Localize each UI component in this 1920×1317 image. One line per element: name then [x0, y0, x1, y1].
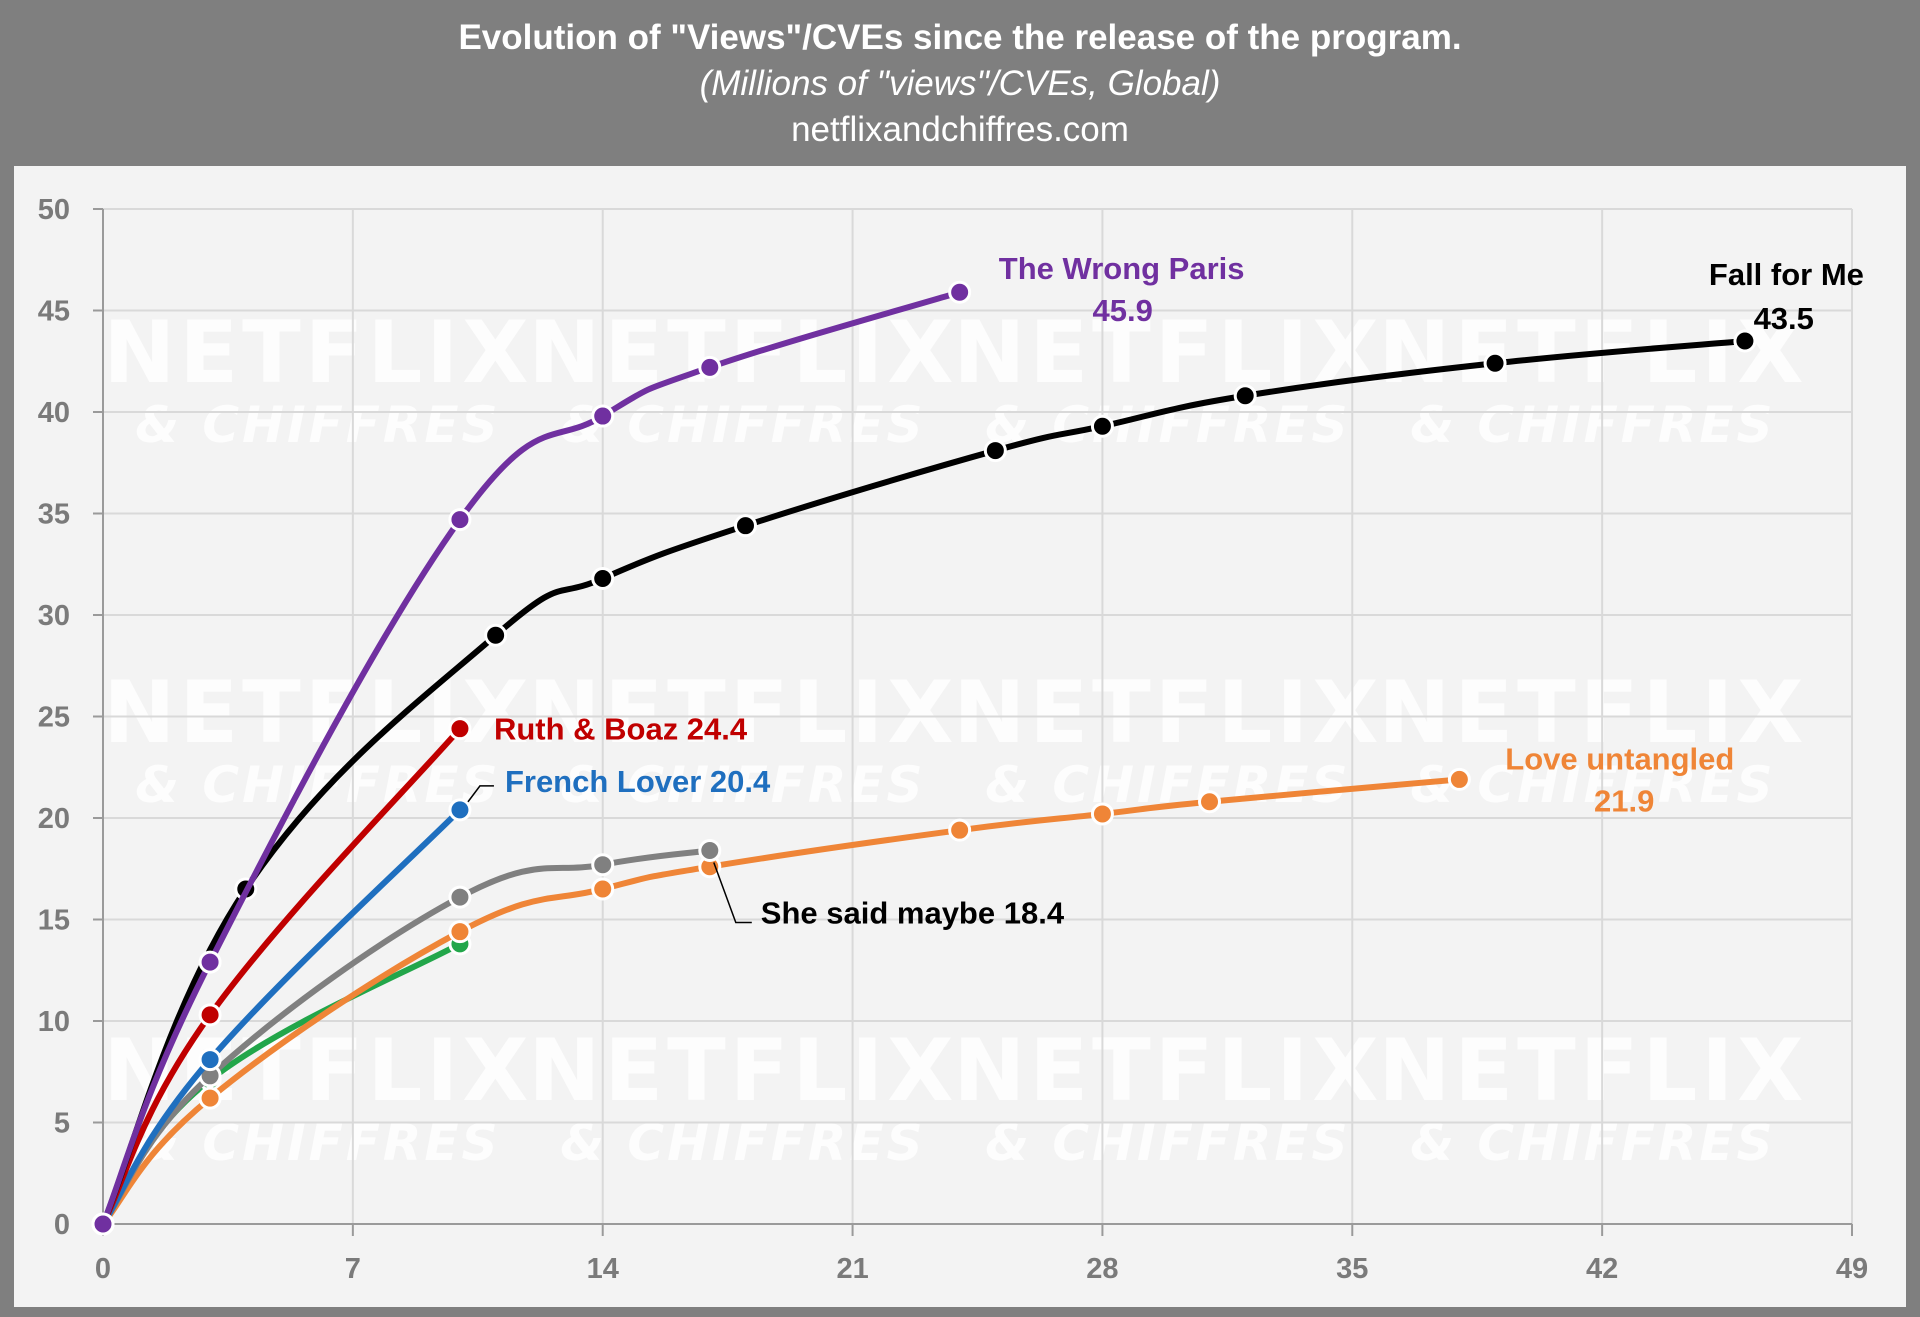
watermark-chiffres-text: & CHIFFRES — [1410, 1114, 1775, 1172]
watermark-netflix-text: NETFLIX — [1378, 1021, 1807, 1121]
data-point-fall-for-me — [1233, 384, 1257, 408]
data-point-fall-for-me — [1090, 414, 1114, 438]
x-tick-label: 35 — [1336, 1253, 1368, 1285]
y-tick-label: 5 — [54, 1108, 70, 1140]
series-line-she-said-maybe — [100, 847, 713, 1227]
chart-subtitle: (Millions of "views"/CVEs, Global) — [699, 64, 1221, 103]
data-point-fall-for-me — [1483, 351, 1507, 375]
series-line-french-lover — [100, 806, 463, 1227]
data-point-the-wrong-paris — [448, 508, 472, 532]
y-tick-label: 45 — [38, 296, 70, 328]
watermark-netflix-text: NETFLIX — [953, 663, 1382, 763]
series-label-love-untangled: 21.9 — [1594, 783, 1654, 818]
data-point-fall-for-me — [484, 623, 508, 647]
data-point-the-wrong-paris — [948, 280, 972, 304]
leader-line-french-lover — [467, 785, 494, 803]
data-point-ruth-boaz — [448, 717, 472, 741]
watermark-chiffres-text: & CHIFFRES — [135, 756, 500, 814]
series-label-she-said-maybe: She said maybe 18.4 — [761, 895, 1065, 930]
data-point-she-said-maybe — [591, 853, 615, 877]
y-tick-label: 35 — [38, 499, 70, 531]
data-point-fall-for-me — [591, 566, 615, 590]
x-tick-label: 49 — [1836, 1253, 1868, 1285]
data-point-the-wrong-paris — [591, 404, 615, 428]
data-point-love-untangled — [591, 877, 615, 901]
data-point-fall-for-me — [983, 439, 1007, 463]
watermark-chiffres-text: & CHIFFRES — [560, 1114, 925, 1172]
watermark-netflix-text: NETFLIX — [1378, 663, 1807, 763]
y-tick-label: 20 — [38, 803, 70, 835]
series-label-fall-for-me: 43.5 — [1754, 301, 1814, 336]
chart-title: Evolution of "Views"/CVEs since the rele… — [458, 18, 1462, 57]
data-point-love-untangled — [1198, 790, 1222, 814]
data-point-love-untangled — [1090, 802, 1114, 826]
data-point-fall-for-me — [1733, 329, 1757, 353]
series-label-ruth-boaz: Ruth & Boaz 24.4 — [494, 712, 748, 747]
y-tick-label: 10 — [38, 1006, 70, 1038]
x-tick-label: 0 — [95, 1253, 111, 1285]
watermark-netflix-text: NETFLIX — [528, 303, 957, 403]
x-tick-label: 42 — [1586, 1253, 1618, 1285]
series-line-fall-for-me — [100, 337, 1748, 1227]
y-tick-label: 0 — [54, 1209, 70, 1241]
y-tick-label: 40 — [38, 397, 70, 429]
watermark-netflix-text: NETFLIX — [103, 663, 532, 763]
x-tick-label: 7 — [345, 1253, 361, 1285]
x-tick-label: 14 — [587, 1253, 619, 1285]
watermark-chiffres-text: & CHIFFRES — [985, 1114, 1350, 1172]
chart-header: Evolution of "Views"/CVEs since the rele… — [0, 0, 1920, 165]
data-point-love-untangled — [448, 920, 472, 944]
y-tick-label: 15 — [38, 905, 70, 937]
data-point-ruth-boaz — [198, 1003, 222, 1027]
watermark-chiffres-text: & CHIFFRES — [560, 396, 925, 454]
watermark-netflix-text: NETFLIX — [103, 303, 532, 403]
watermark-chiffres-text: & CHIFFRES — [1410, 396, 1775, 454]
leader-line-she-said-maybe — [713, 862, 752, 924]
data-point-the-wrong-paris — [198, 950, 222, 974]
data-point-love-untangled — [948, 818, 972, 842]
series-label-fall-for-me: Fall for Me — [1709, 257, 1864, 292]
x-tick-label: 21 — [836, 1253, 868, 1285]
watermark-chiffres-text: & CHIFFRES — [985, 396, 1350, 454]
watermark-chiffres-text: & CHIFFRES — [1410, 756, 1775, 814]
watermark-netflix-text: NETFLIX — [528, 663, 957, 763]
data-point-she-said-maybe — [448, 885, 472, 909]
x-tick-label: 28 — [1086, 1253, 1118, 1285]
y-tick-label: 50 — [38, 194, 70, 226]
y-tick-label: 30 — [38, 600, 70, 632]
data-point-the-wrong-paris — [91, 1212, 115, 1236]
data-point-love-untangled — [198, 1086, 222, 1110]
series-label-love-untangled: Love untangled — [1505, 741, 1734, 776]
watermark-chiffres-text: & CHIFFRES — [560, 756, 925, 814]
series-line-the-wrong-paris — [100, 289, 963, 1227]
watermark-netflix-text: NETFLIX — [528, 1021, 957, 1121]
series-label-the-wrong-paris: The Wrong Paris — [999, 251, 1245, 286]
data-point-love-untangled — [1447, 767, 1471, 791]
data-point-french-lover — [448, 798, 472, 822]
watermark-netflix-text: NETFLIX — [953, 303, 1382, 403]
y-tick-label: 25 — [38, 702, 70, 734]
watermark-netflix-text: NETFLIX — [953, 1021, 1382, 1121]
data-point-she-said-maybe — [698, 838, 722, 862]
chart-source: netflixandchiffres.com — [791, 110, 1129, 149]
data-point-the-wrong-paris — [698, 355, 722, 379]
watermark-chiffres-text: & CHIFFRES — [135, 396, 500, 454]
data-point-fall-for-me — [733, 514, 757, 538]
data-point-french-lover — [198, 1048, 222, 1072]
series-label-the-wrong-paris: 45.9 — [1092, 293, 1152, 328]
series-label-french-lover: French Lover 20.4 — [505, 764, 771, 799]
watermark-chiffres-text: & CHIFFRES — [135, 1114, 500, 1172]
